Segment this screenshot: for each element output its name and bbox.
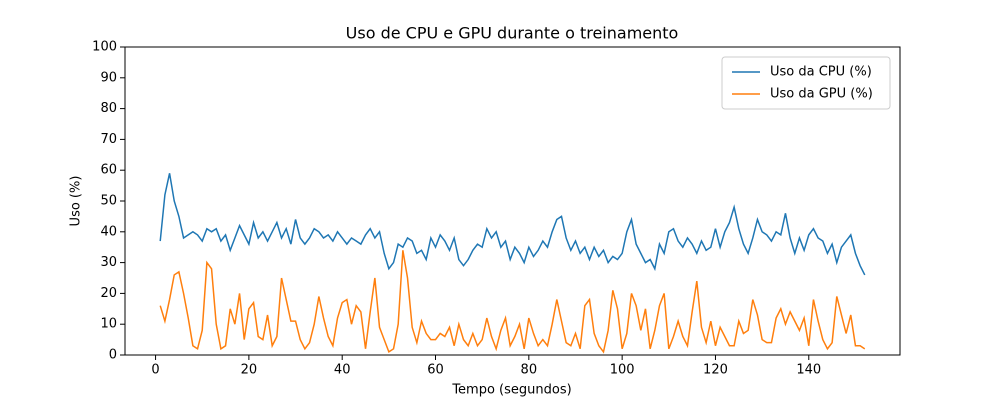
x-tick-label: 120 <box>703 363 728 378</box>
legend-box <box>721 56 891 110</box>
x-tick-label: 40 <box>334 363 351 378</box>
plot-frame <box>124 46 901 356</box>
legend-label: Uso da GPU (%) <box>770 87 873 102</box>
y-tick-label: 30 <box>100 255 117 270</box>
y-tick-label: 20 <box>100 286 117 301</box>
x-tick-label: 0 <box>151 363 159 378</box>
y-tick-label: 70 <box>100 132 117 147</box>
y-tick-label: 10 <box>100 317 117 332</box>
y-tick-label: 60 <box>100 163 117 178</box>
data-line <box>159 250 866 354</box>
y-tick-label: 80 <box>100 101 117 116</box>
x-tick-label: 20 <box>241 363 258 378</box>
legend-label: Uso da CPU (%) <box>770 65 872 80</box>
chart-title: Uso de CPU e GPU durante o treinamento <box>346 24 679 43</box>
x-tick-label: 100 <box>610 363 635 378</box>
x-tick-label: 60 <box>427 363 444 378</box>
x-tick-label: 140 <box>796 363 821 378</box>
y-tick-label: 50 <box>100 194 117 209</box>
y-tick-label: 40 <box>100 224 117 239</box>
y-tick-label: 0 <box>109 348 117 363</box>
y-tick-label: 90 <box>100 70 117 85</box>
x-tick-label: 80 <box>521 363 538 378</box>
y-tick-label: 100 <box>92 40 117 55</box>
x-axis-label: Tempo (segundos) <box>451 383 571 398</box>
y-axis-label: Uso (%) <box>69 176 84 227</box>
data-line <box>159 173 866 276</box>
